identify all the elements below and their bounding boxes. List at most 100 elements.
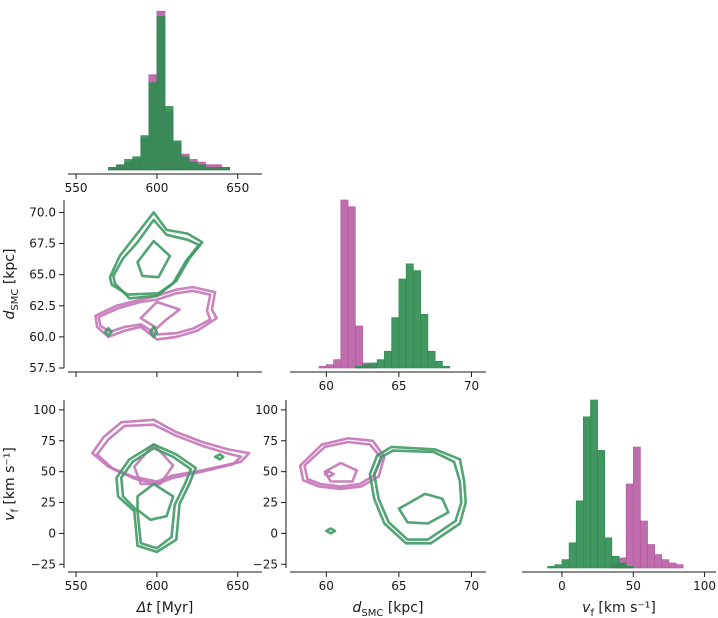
hist-bar-green	[413, 270, 421, 369]
y-tick-label: 75	[263, 434, 278, 448]
axis-title-main: d	[353, 600, 362, 616]
contour-green	[136, 239, 172, 279]
axis-title-sub: f	[590, 608, 594, 618]
contour-green	[108, 211, 204, 296]
hist-dt	[108, 10, 230, 171]
contour-magenta	[298, 437, 386, 491]
hist-bar-green	[197, 164, 206, 171]
y-tick-label: 50	[41, 465, 56, 479]
y-axis-title: dSMC [kpc]	[2, 249, 21, 320]
y-tick-label: 25	[41, 496, 56, 510]
hist-bar-magenta	[318, 366, 327, 369]
x-tick-label: 60	[319, 579, 334, 593]
hist-bar-green	[221, 167, 230, 171]
hist-dsmc	[318, 199, 451, 369]
x-tick-label: 70	[464, 379, 479, 393]
x-tick-label: 650	[226, 579, 249, 593]
hist-bar-green	[362, 364, 371, 369]
y-tick-label: 57.5	[29, 361, 56, 375]
x-tick-label: 600	[145, 579, 168, 593]
hist-bar-magenta	[355, 325, 363, 369]
x-tick-label: 70	[464, 579, 479, 593]
contour-magenta	[95, 423, 243, 486]
hist-bar-green	[568, 542, 577, 569]
contour-green	[112, 218, 201, 300]
hist-bar-magenta	[333, 359, 342, 369]
contour-magenta	[323, 470, 335, 478]
contour-dsmc-vf	[298, 437, 467, 545]
hist-bar-green	[583, 416, 591, 569]
hist-bar-green	[108, 167, 117, 171]
hist-bar-green	[116, 164, 125, 171]
hist-bar-green	[604, 537, 613, 569]
hist-bar-green	[625, 566, 634, 569]
contour-green	[103, 326, 113, 337]
hist-bar-green	[132, 156, 142, 171]
hist-bar-green	[205, 167, 214, 171]
axis-title-sub: f	[10, 509, 21, 513]
hist-bar-magenta	[654, 554, 663, 569]
hist-bar-magenta	[675, 564, 684, 569]
axis-title-main: v	[2, 512, 18, 521]
contour-dt-dsmc	[94, 211, 218, 341]
hist-bar-green	[590, 399, 598, 569]
y-tick-label: 62.5	[29, 299, 56, 313]
y-tick-label: −25	[31, 557, 56, 571]
hist-vf	[547, 399, 684, 569]
x-axis-title: dSMC [kpc]	[353, 600, 424, 618]
y-tick-label: 70.0	[29, 205, 56, 219]
hist-bar-green	[156, 16, 166, 171]
y-tick-label: 100	[255, 403, 278, 417]
axis-title-unit: [km s⁻¹]	[2, 447, 18, 509]
hist-bar-green	[180, 156, 190, 171]
axis-title-unit: [km s⁻¹]	[594, 600, 656, 616]
hist-bar-green	[172, 140, 182, 171]
hist-bar-green	[405, 263, 414, 369]
y-tick-label: 50	[263, 465, 278, 479]
hist-bar-magenta	[340, 199, 349, 369]
x-tick-label: 65	[391, 579, 406, 593]
hist-bar-green	[561, 559, 570, 569]
contour-magenta	[133, 443, 175, 486]
hist-bar-green	[369, 362, 378, 369]
contour-green	[149, 325, 159, 339]
contour-green	[120, 446, 193, 550]
hist-bar-magenta	[632, 446, 641, 569]
y-tick-label: 0	[48, 526, 56, 540]
x-tick-label: 550	[65, 181, 88, 195]
hist-bar-green	[618, 562, 627, 569]
hist-bar-green	[213, 167, 222, 171]
hist-bar-green	[124, 159, 133, 171]
contour-green	[325, 527, 337, 535]
x-tick-label: 50	[626, 579, 641, 593]
y-tick-label: 67.5	[29, 237, 56, 251]
y-tick-label: 100	[33, 403, 56, 417]
axis-title-unit: [kpc]	[2, 249, 18, 289]
axis-title-sub: SMC	[361, 608, 383, 618]
hist-bar-green	[164, 106, 174, 171]
hist-bar-magenta	[625, 483, 634, 569]
x-tick-label: 65	[391, 379, 406, 393]
contour-green	[213, 453, 225, 461]
hist-bar-magenta	[647, 544, 655, 569]
hist-bar-magenta	[661, 559, 670, 569]
contour-magenta	[139, 300, 181, 330]
x-tick-label: 600	[145, 181, 168, 195]
axis-title-main: Δt	[136, 600, 153, 616]
hist-bar-green	[442, 366, 451, 369]
x-tick-label: 0	[558, 579, 566, 593]
hist-bar-green	[140, 135, 150, 171]
contour-magenta	[97, 289, 212, 336]
hist-bar-green	[398, 278, 407, 369]
contour-dt-vf	[91, 418, 251, 554]
y-tick-label: 0	[270, 526, 278, 540]
x-axis-title: vf [km s⁻¹]	[582, 600, 656, 618]
hist-bar-green	[188, 161, 198, 171]
x-tick-label: 100	[693, 579, 716, 593]
axis-title-main: d	[2, 310, 18, 319]
hist-bar-green	[427, 350, 436, 369]
hist-bar-green	[384, 350, 392, 369]
hist-bar-green	[391, 317, 400, 369]
x-tick-label: 550	[65, 579, 88, 593]
